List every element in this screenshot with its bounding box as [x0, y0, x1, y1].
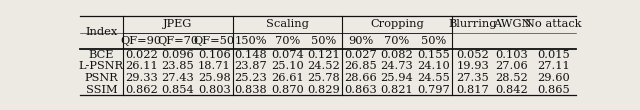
Text: 0.052: 0.052 [456, 50, 489, 60]
Text: 0.155: 0.155 [417, 50, 450, 60]
Text: 24.55: 24.55 [417, 73, 450, 83]
Text: 24.73: 24.73 [381, 61, 413, 71]
Text: BCE: BCE [89, 50, 114, 60]
Text: 0.022: 0.022 [125, 50, 157, 60]
Text: 0.862: 0.862 [125, 84, 157, 94]
Text: 25.23: 25.23 [234, 73, 268, 83]
Text: 0.027: 0.027 [344, 50, 377, 60]
Text: Index: Index [85, 27, 118, 37]
Text: 24.52: 24.52 [308, 61, 340, 71]
Text: 23.85: 23.85 [161, 61, 194, 71]
Text: 0.842: 0.842 [495, 84, 529, 94]
Text: 23.87: 23.87 [234, 61, 268, 71]
Text: 0.082: 0.082 [381, 50, 413, 60]
Text: 19.93: 19.93 [456, 61, 489, 71]
Text: 0.797: 0.797 [417, 84, 450, 94]
Text: PSNR: PSNR [84, 73, 118, 83]
Text: 90%: 90% [348, 36, 373, 46]
Text: No attack: No attack [525, 19, 581, 29]
Text: 0.121: 0.121 [308, 50, 340, 60]
Text: 26.11: 26.11 [125, 61, 157, 71]
Text: 24.10: 24.10 [417, 61, 450, 71]
Text: 0.838: 0.838 [234, 84, 268, 94]
Text: 0.148: 0.148 [234, 50, 268, 60]
Text: 18.71: 18.71 [198, 61, 230, 71]
Text: 50%: 50% [421, 36, 446, 46]
Text: L-PSNR: L-PSNR [79, 61, 124, 71]
Text: 150%: 150% [235, 36, 267, 46]
Text: 0.015: 0.015 [537, 50, 570, 60]
Text: Blurring: Blurring [449, 19, 497, 29]
Text: 0.854: 0.854 [161, 84, 194, 94]
Text: QF=50: QF=50 [194, 36, 235, 46]
Text: 29.33: 29.33 [125, 73, 157, 83]
Text: 25.94: 25.94 [381, 73, 413, 83]
Text: 27.06: 27.06 [495, 61, 529, 71]
Text: 0.829: 0.829 [308, 84, 340, 94]
Text: 28.52: 28.52 [495, 73, 529, 83]
Text: 29.60: 29.60 [537, 73, 570, 83]
Text: 0.870: 0.870 [271, 84, 304, 94]
Text: 0.817: 0.817 [456, 84, 489, 94]
Text: 70%: 70% [385, 36, 410, 46]
Text: AWGN: AWGN [493, 19, 531, 29]
Text: 0.803: 0.803 [198, 84, 230, 94]
Text: 0.096: 0.096 [161, 50, 194, 60]
Text: 0.074: 0.074 [271, 50, 304, 60]
Text: 25.98: 25.98 [198, 73, 230, 83]
Text: Scaling: Scaling [266, 19, 309, 29]
Text: 27.43: 27.43 [161, 73, 194, 83]
Text: 0.865: 0.865 [537, 84, 570, 94]
Text: 0.106: 0.106 [198, 50, 230, 60]
Text: QF=90: QF=90 [121, 36, 162, 46]
Text: QF=70: QF=70 [157, 36, 198, 46]
Text: JPEG: JPEG [163, 19, 193, 29]
Text: 0.821: 0.821 [381, 84, 413, 94]
Text: 28.66: 28.66 [344, 73, 377, 83]
Text: 26.85: 26.85 [344, 61, 377, 71]
Text: 25.78: 25.78 [308, 73, 340, 83]
Text: 27.11: 27.11 [537, 61, 570, 71]
Text: 0.103: 0.103 [495, 50, 529, 60]
Text: SSIM: SSIM [86, 84, 117, 94]
Text: 0.863: 0.863 [344, 84, 377, 94]
Text: 70%: 70% [275, 36, 300, 46]
Text: 50%: 50% [311, 36, 337, 46]
Text: 25.10: 25.10 [271, 61, 304, 71]
Text: 27.35: 27.35 [456, 73, 489, 83]
Text: Cropping: Cropping [370, 19, 424, 29]
Text: 26.61: 26.61 [271, 73, 304, 83]
